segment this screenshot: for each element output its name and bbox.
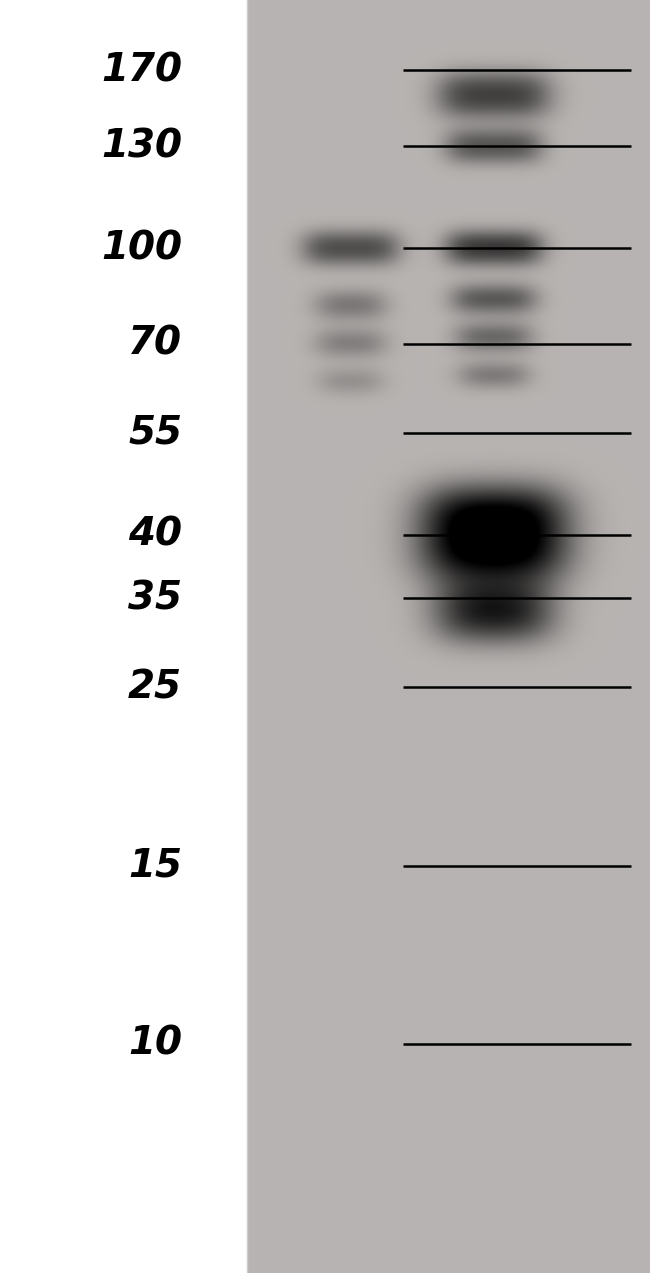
Text: 40: 40 — [128, 516, 182, 554]
Text: 55: 55 — [128, 414, 182, 452]
Text: 170: 170 — [101, 51, 182, 89]
Text: 130: 130 — [101, 127, 182, 165]
Text: 35: 35 — [128, 579, 182, 617]
Text: 25: 25 — [128, 668, 182, 707]
Text: 70: 70 — [128, 325, 182, 363]
Text: 10: 10 — [128, 1025, 182, 1063]
Text: 100: 100 — [101, 229, 182, 267]
Text: 15: 15 — [128, 847, 182, 885]
